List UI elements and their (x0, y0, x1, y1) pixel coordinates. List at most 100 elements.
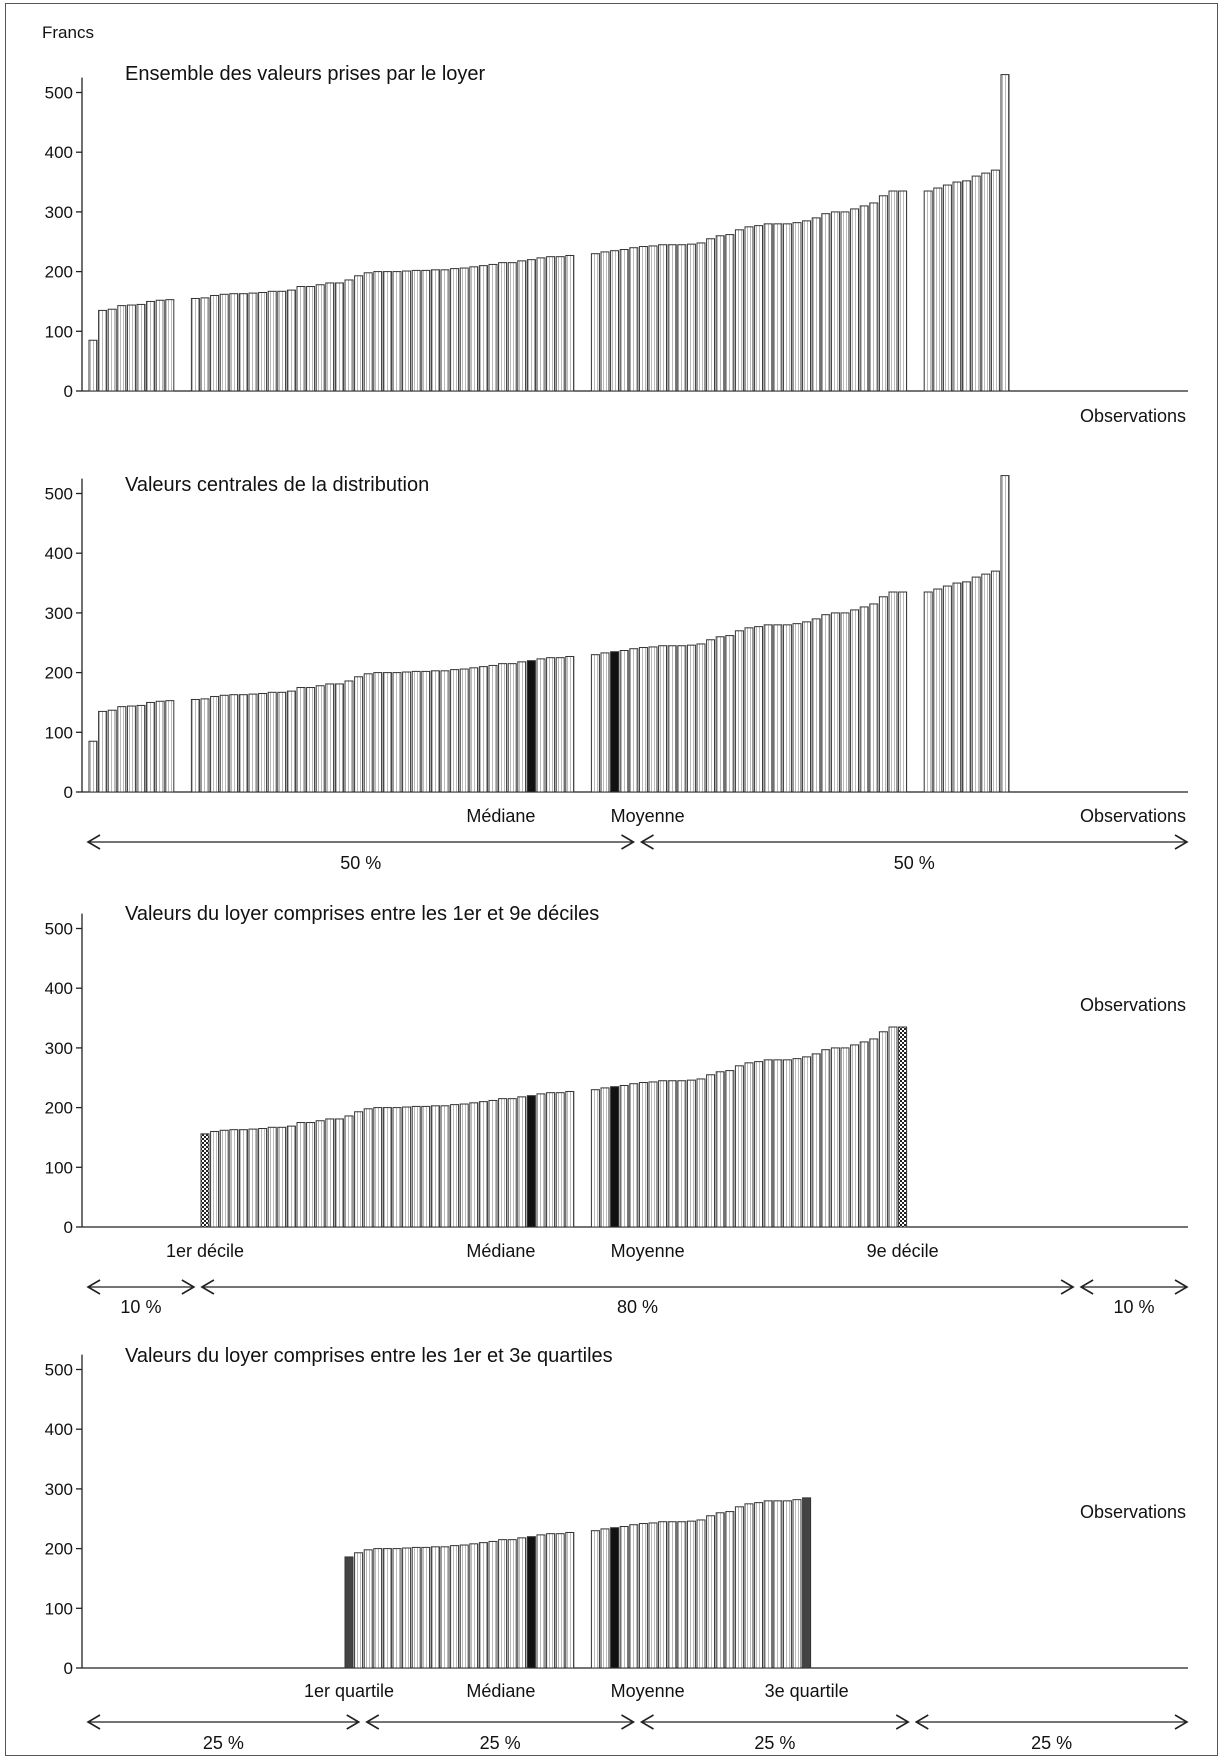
bar (488, 1099, 498, 1228)
bar-highlight (526, 1536, 536, 1669)
bar (190, 698, 200, 793)
bar (706, 1074, 716, 1228)
y-tick-label: 400 (45, 979, 73, 998)
category-label: 1er quartile (304, 1681, 394, 1701)
bar (478, 666, 488, 793)
bar (325, 282, 335, 392)
panel-4: Valeurs du loyer comprises entre les 1er… (45, 1345, 1189, 1753)
bar (869, 603, 879, 793)
bar (315, 284, 325, 392)
bar (430, 1105, 440, 1228)
bar (962, 180, 972, 392)
bar (658, 645, 668, 793)
bar (296, 687, 306, 793)
bar (411, 1105, 421, 1228)
bar (459, 1103, 469, 1228)
bar (744, 1062, 754, 1228)
bar (706, 639, 716, 793)
bar-highlight (898, 1026, 908, 1228)
bar (334, 282, 344, 392)
bar (354, 676, 364, 793)
bar (802, 1056, 812, 1228)
bar (146, 701, 156, 793)
bar (555, 1092, 565, 1228)
bar (421, 1546, 431, 1669)
bar-highlight (610, 651, 620, 793)
bar (517, 1096, 527, 1228)
bar (830, 211, 840, 392)
bar (411, 1546, 421, 1669)
bar (478, 1101, 488, 1228)
chart-title: Valeurs centrales de la distribution (125, 474, 429, 496)
arrow-head (86, 1714, 101, 1730)
category-label: Moyenne (611, 1681, 685, 1701)
bar (238, 1129, 248, 1228)
bar (754, 626, 764, 793)
bar (267, 290, 277, 392)
bar (88, 740, 98, 793)
bar (126, 705, 136, 793)
bar (517, 260, 527, 392)
category-label: 1er décile (166, 1241, 244, 1261)
bar (648, 245, 658, 392)
bar (923, 591, 933, 793)
y-tick-label: 400 (45, 143, 73, 162)
bar (469, 667, 479, 793)
bar (411, 670, 421, 793)
bar (450, 268, 460, 392)
bar (555, 256, 565, 392)
bar (600, 1087, 610, 1228)
bar (286, 1125, 296, 1228)
bar (117, 706, 127, 793)
bar (411, 269, 421, 392)
bar (933, 187, 943, 392)
bar (677, 1521, 687, 1669)
bar (488, 1540, 498, 1669)
bar (469, 266, 479, 392)
bar (306, 1122, 316, 1228)
bar (517, 1537, 527, 1669)
x-axis-label: Observations (1080, 995, 1186, 1015)
bar (696, 643, 706, 793)
bar (258, 1127, 268, 1228)
bar (677, 1080, 687, 1228)
bar (686, 1079, 696, 1228)
bar (782, 1059, 792, 1228)
bar (315, 1120, 325, 1228)
bar (555, 657, 565, 793)
bar (488, 263, 498, 392)
bar (536, 257, 546, 392)
bar (88, 339, 98, 392)
bar (344, 680, 354, 793)
bar (715, 1071, 725, 1228)
panel-2: Valeurs centrales de la distribution 0 100… (45, 474, 1189, 873)
bar (392, 1107, 402, 1228)
bar (286, 289, 296, 392)
span-label: 25 % (754, 1733, 795, 1753)
bar (821, 1049, 831, 1228)
bar (942, 585, 952, 793)
bar (754, 1061, 764, 1228)
bar (811, 1053, 821, 1228)
y-tick-label: 300 (45, 1039, 73, 1058)
bar (392, 1548, 402, 1669)
bar (619, 1085, 629, 1228)
bar (629, 1083, 639, 1228)
bar (792, 222, 802, 392)
bar (402, 1547, 412, 1669)
bar (155, 299, 165, 392)
bar (981, 573, 991, 793)
y-tick-label: 500 (45, 485, 73, 504)
bar (773, 223, 783, 392)
bar (629, 1524, 639, 1669)
bar (725, 234, 735, 392)
bar (306, 687, 316, 793)
bar (923, 190, 933, 392)
bar (734, 1506, 744, 1669)
y-tick-label: 100 (45, 723, 73, 742)
bar (430, 670, 440, 793)
bar (600, 251, 610, 392)
bar (469, 1102, 479, 1228)
bar (267, 691, 277, 793)
span-label: 10 % (120, 1297, 161, 1317)
